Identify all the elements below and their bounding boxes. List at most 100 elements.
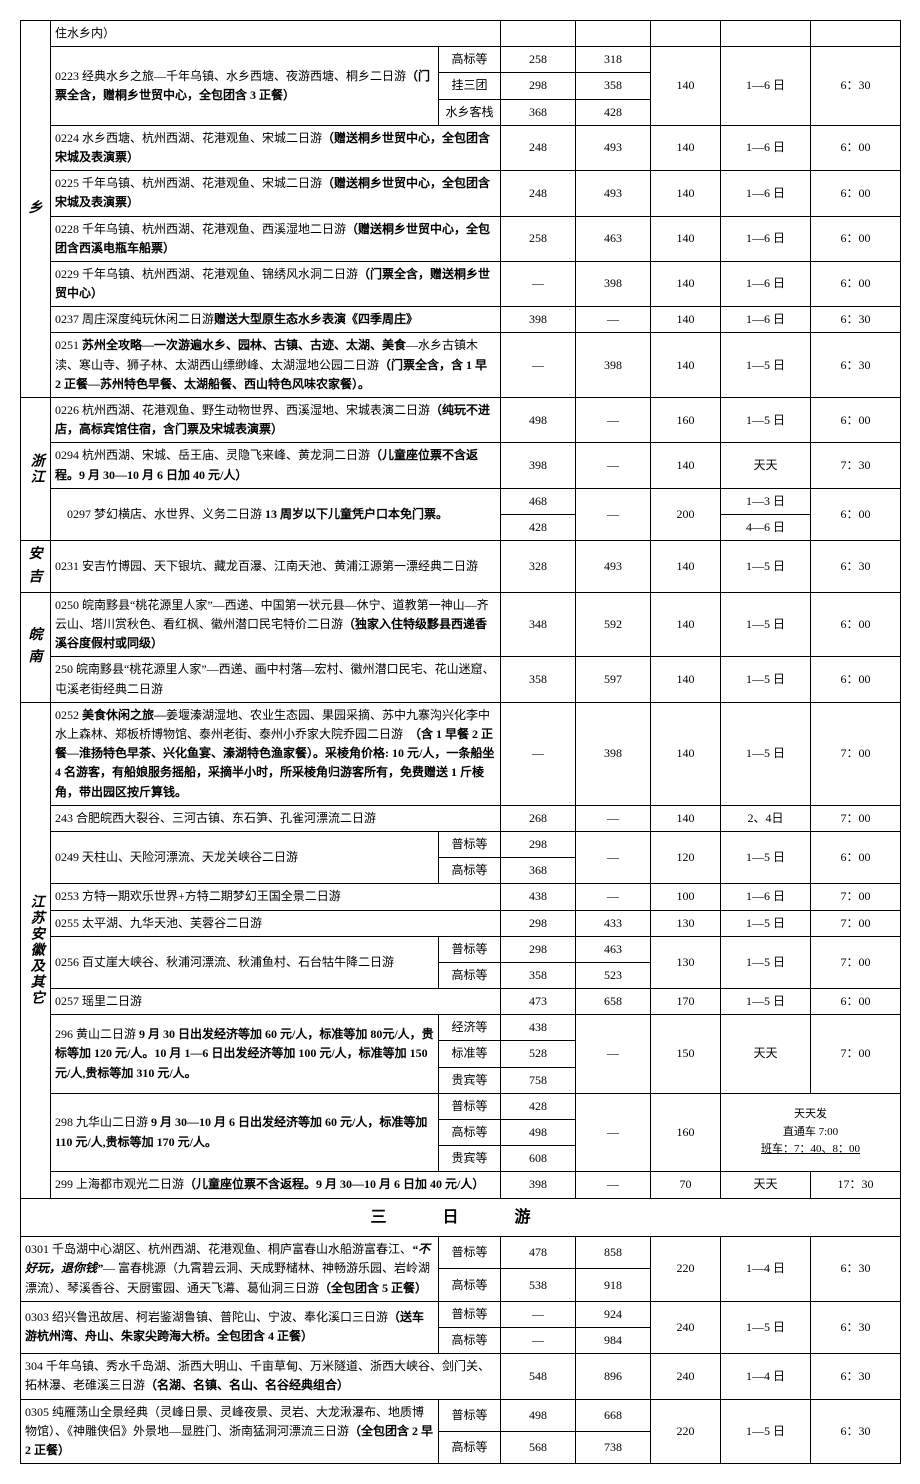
price3: 170 [651,989,721,1015]
date-cell: 2、4日 [721,805,811,831]
price1: 528 [501,1041,576,1067]
time-cell: 6：00 [811,398,901,443]
tour-desc: 0251 苏州全攻略—一次游遍水乡、园林、古镇、古迹、太湖、美食—水乡古镇木渎、… [51,333,501,398]
region-cell: 乡 [21,21,51,398]
tier-cell: 贵宾等 [439,1146,501,1172]
price1: — [501,333,576,398]
tour-desc: 304 千年乌镇、秀水千岛湖、浙西大明山、千亩草甸、万米隧道、浙西大峡谷、剑门关… [21,1354,501,1399]
tier-cell: 高标等 [439,1269,501,1301]
price2: 398 [576,333,651,398]
tier-cell: 水乡客栈 [439,99,501,125]
date-cell: 1—6 日 [721,216,811,261]
tour-desc: 0226 杭州西湖、花港观鱼、野生动物世界、西溪湿地、宋城表演二日游（纯玩不进店… [51,398,501,443]
price1: 298 [501,73,576,99]
price1: 478 [501,1237,576,1269]
price2: 738 [576,1431,651,1463]
price3: 220 [651,1237,721,1302]
price1: 608 [501,1146,576,1172]
time-cell: 7：30 [811,443,901,488]
price1: 758 [501,1067,576,1093]
price1: 298 [501,936,576,962]
price1: 468 [501,488,576,514]
price1: 368 [501,99,576,125]
price3: 140 [651,261,721,306]
time-cell: 6：30 [811,47,901,126]
price3: 140 [651,125,721,170]
price2: 493 [576,541,651,593]
tour-desc: 250 皖南黟县“桃花源里人家”—西递、画中村落—宏村、徽州潜口民宅、花山迷窟、… [51,657,501,702]
price3 [651,21,721,47]
price3: 140 [651,702,721,805]
tier-cell: 普标等 [439,1237,501,1269]
date-cell: 1—6 日 [721,307,811,333]
tour-desc: 0303 绍兴鲁迅故居、柯岩鉴湖鲁镇、普陀山、宁波、奉化溪口三日游（送车游杭州湾… [21,1301,439,1353]
price1: 498 [501,1399,576,1431]
price3: 140 [651,47,721,126]
tier-cell: 普标等 [439,936,501,962]
time-cell: 6：30 [811,307,901,333]
time-cell: 7：00 [811,805,901,831]
price3: 200 [651,488,721,540]
section-header: 三 日 游 [21,1198,901,1237]
price2: 592 [576,592,651,657]
tour-desc: 296 黄山二日游 9 月 30 日出发经济等加 60 元/人，标准等加 80元… [51,1015,439,1094]
price1: — [501,702,576,805]
tour-desc: 0249 天柱山、天险河漂流、天龙关峡谷二日游 [51,831,439,883]
tour-desc: 0225 千年乌镇、杭州西湖、花港观鱼、宋城二日游（赠送桐乡世贸中心，全包团含宋… [51,171,501,216]
time-cell [811,21,901,47]
date-cell: 1—5 日 [721,910,811,936]
tier-cell: 高标等 [439,47,501,73]
price2: — [576,1172,651,1198]
price3: 140 [651,216,721,261]
price1: 398 [501,443,576,488]
date-cell: 1—5 日 [721,702,811,805]
date-cell: 1—4 日 [721,1237,811,1302]
price2: 658 [576,989,651,1015]
price2: 918 [576,1269,651,1301]
price2: — [576,443,651,488]
price3: 220 [651,1399,721,1464]
date-cell: 天天 [721,1172,811,1198]
time-cell: 7：00 [811,884,901,910]
date-cell: 1—6 日 [721,884,811,910]
tour-table: 乡住水乡内）0223 经典水乡之旅—千年乌镇、水乡西塘、夜游西塘、桐乡二日游（门… [20,20,901,1464]
price2: — [576,1093,651,1172]
price1: 358 [501,962,576,988]
price2: 924 [576,1301,651,1327]
date-cell: 1—5 日 [721,592,811,657]
date-cell: 天天 [721,443,811,488]
tour-desc: 243 合肥皖西大裂谷、三河古镇、东石笋、孔雀河漂流二日游 [51,805,501,831]
date-cell: 1—5 日 [721,1301,811,1353]
price1: 428 [501,1093,576,1119]
time-cell: 6：00 [811,261,901,306]
date-cell: 1—6 日 [721,261,811,306]
time-cell: 6：00 [811,657,901,702]
time-cell: 6：30 [811,1301,901,1353]
tour-desc: 0257 瑶里二日游 [51,989,501,1015]
price1: 248 [501,171,576,216]
price2 [576,21,651,47]
price2: — [576,831,651,883]
price3: 240 [651,1301,721,1353]
price2: 433 [576,910,651,936]
price1: 548 [501,1354,576,1399]
date-cell: 天天发直通车 7:00班车：7：40、8：00 [721,1093,901,1172]
tour-desc: 299 上海都市观光二日游（儿童座位票不含返程。9 月 30—10 月 6 日加… [51,1172,501,1198]
date-cell: 1—5 日 [721,831,811,883]
time-cell: 6：30 [811,1237,901,1302]
tier-cell: 高标等 [439,858,501,884]
date-cell: 1—5 日 [721,398,811,443]
tour-desc: 0301 千岛湖中心湖区、杭州西湖、花港观鱼、桐庐富春山水船游富春江、“不好玩，… [21,1237,439,1302]
price3: 240 [651,1354,721,1399]
price2: 493 [576,171,651,216]
date-cell: 1—5 日 [721,1399,811,1464]
tour-desc: 0250 皖南黟县“桃花源里人家”—西递、中国第一状元县—休宁、道教第一神山—齐… [51,592,501,657]
date-cell: 1—4 日 [721,1354,811,1399]
time-cell: 6：30 [811,1399,901,1464]
time-cell: 6：00 [811,592,901,657]
tier-cell: 经济等 [439,1015,501,1041]
price1: 498 [501,398,576,443]
time-cell: 17：30 [811,1172,901,1198]
time-cell: 6：00 [811,831,901,883]
price1: 498 [501,1120,576,1146]
